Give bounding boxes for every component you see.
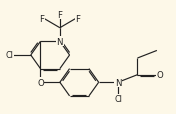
Text: N: N — [115, 78, 121, 87]
Text: F: F — [75, 15, 80, 24]
Text: O: O — [37, 78, 44, 87]
Text: F: F — [39, 15, 44, 24]
Text: F: F — [57, 10, 62, 19]
Text: O: O — [157, 71, 164, 79]
Text: Cl: Cl — [114, 95, 122, 104]
Text: N: N — [57, 38, 63, 46]
Text: Cl: Cl — [5, 51, 13, 60]
